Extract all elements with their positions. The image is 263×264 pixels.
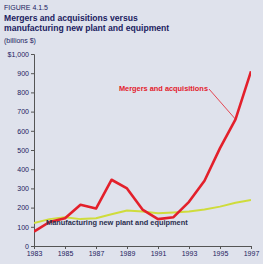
y-tick-label: 100 xyxy=(17,224,29,231)
y-tick-label: 900 xyxy=(17,70,29,77)
y-tick-mark xyxy=(31,246,34,247)
y-tick: 100 xyxy=(17,224,34,231)
y-tick-mark xyxy=(31,227,34,228)
series-label: Mergers and acquisitions xyxy=(119,84,208,93)
x-tick-mark xyxy=(96,246,97,249)
y-axis: 0 100 200 300 400 500 600 700 800 900 $1,000 xyxy=(8,51,35,250)
x-tick-mark xyxy=(220,246,221,249)
y-tick: 500 xyxy=(17,147,34,154)
x-tick-label: 1995 xyxy=(213,250,229,257)
y-tick: 600 xyxy=(17,128,34,135)
x-tick-mark xyxy=(158,246,159,249)
y-tick: 900 xyxy=(17,70,34,77)
x-tick: 1987 xyxy=(89,246,105,257)
leader-line xyxy=(209,89,236,119)
x-axis-line xyxy=(35,247,252,250)
x-tick-mark xyxy=(127,246,128,249)
y-tick-mark xyxy=(31,169,34,170)
y-axis-label: (billions $) xyxy=(4,37,36,45)
y-tick-mark xyxy=(31,131,34,132)
y-tick-label: 200 xyxy=(17,204,29,211)
x-tick-label: 1987 xyxy=(89,250,105,257)
chart: FIGURE 4.1.5 Mergers and acquisitions ver… xyxy=(0,0,263,264)
x-tick-mark xyxy=(251,246,252,249)
x-tick: 1985 xyxy=(58,246,74,257)
y-axis-line xyxy=(31,55,35,247)
y-tick: $1,000 xyxy=(8,51,34,58)
y-tick-label: 300 xyxy=(17,185,29,192)
y-tick-label: $1,000 xyxy=(8,51,30,58)
x-tick: 1997 xyxy=(244,246,260,257)
x-tick-label: 1991 xyxy=(151,250,167,257)
y-tick: 200 xyxy=(17,204,34,211)
x-tick-mark xyxy=(65,246,66,249)
y-tick: 700 xyxy=(17,108,34,115)
y-tick: 800 xyxy=(17,89,34,96)
x-tick: 1991 xyxy=(151,246,167,257)
y-tick-mark xyxy=(31,92,34,93)
y-tick-label: 700 xyxy=(17,108,29,115)
x-tick-label: 1993 xyxy=(182,250,198,257)
x-tick-label: 1997 xyxy=(244,250,260,257)
y-tick-label: 500 xyxy=(17,147,29,154)
y-tick-mark xyxy=(31,188,34,189)
title: Mergers and acquisitions versusmanufactu… xyxy=(4,13,169,33)
x-tick: 1989 xyxy=(120,246,136,257)
y-tick: 400 xyxy=(17,166,34,173)
series-label: Manufacturing new plant and equipment xyxy=(46,218,188,227)
y-tick-mark xyxy=(31,54,34,55)
y-tick-label: 0 xyxy=(25,243,29,250)
y-tick-mark xyxy=(31,73,34,74)
plot-area xyxy=(34,71,251,231)
x-tick-mark xyxy=(34,246,35,249)
y-tick-label: 800 xyxy=(17,89,29,96)
x-tick: 1983 xyxy=(27,246,43,257)
y-tick-label: 600 xyxy=(17,128,29,135)
y-tick-mark xyxy=(31,150,34,151)
y-tick: 300 xyxy=(17,185,34,192)
x-tick: 1993 xyxy=(182,246,198,257)
x-tick-label: 1983 xyxy=(27,250,43,257)
x-tick-mark xyxy=(189,246,190,249)
series-line xyxy=(34,71,251,231)
figure-label: FIGURE 4.1.5 xyxy=(4,4,48,11)
y-tick-mark xyxy=(31,208,34,209)
x-axis: 1983 1985 1987 1989 1991 1993 1995 1997 xyxy=(27,246,260,257)
x-tick-label: 1989 xyxy=(120,250,136,257)
y-tick: 0 xyxy=(25,243,34,250)
y-tick-label: 400 xyxy=(17,166,29,173)
x-tick: 1995 xyxy=(213,246,229,257)
x-tick-label: 1985 xyxy=(58,250,74,257)
y-tick-mark xyxy=(31,112,34,113)
